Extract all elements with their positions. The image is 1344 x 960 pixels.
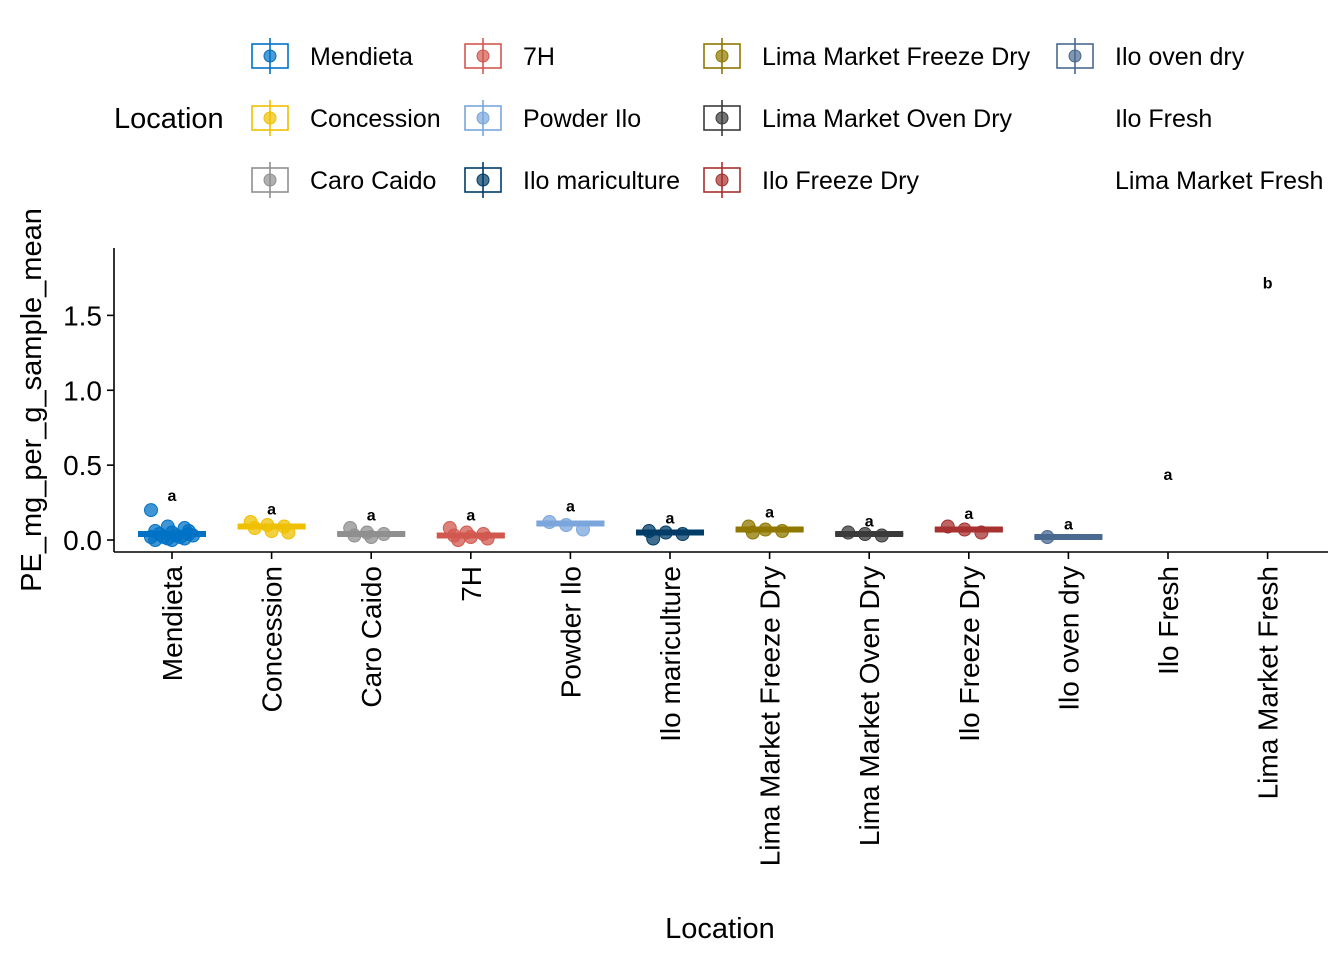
legend-item-ilo-fresh: Ilo Fresh xyxy=(1115,105,1212,133)
significance-label: a xyxy=(865,514,874,531)
legend-key xyxy=(1056,38,1094,74)
significance-label: a xyxy=(1164,467,1173,484)
legend-key-point xyxy=(263,49,277,63)
legend-label: Lima Market Oven Dry xyxy=(762,105,1013,133)
legend-key xyxy=(251,38,289,74)
legend-key xyxy=(703,38,741,74)
significance-label: a xyxy=(267,502,276,519)
x-tick-label: Concession xyxy=(257,566,288,712)
legend-label: Mendieta xyxy=(310,43,413,71)
significance-label: a xyxy=(666,511,675,528)
significance-label: a xyxy=(466,508,475,525)
legend-key xyxy=(703,162,741,198)
series-ilo-fresh: a xyxy=(1164,467,1173,484)
significance-label: a xyxy=(1064,517,1073,534)
x-tick-label: Caro Caido xyxy=(356,566,387,708)
y-tick-label: 0.5 xyxy=(63,450,102,481)
x-tick-label: Ilo Fresh xyxy=(1153,566,1184,675)
series-mendieta: a xyxy=(138,488,206,548)
series-ilo-oven-dry: a xyxy=(1034,517,1103,545)
series-lima-market-oven-dry: a xyxy=(835,514,904,543)
axes: PE_mg_per_g_sample_mean Location 0.0 0.5 1… xyxy=(16,208,1328,945)
series-lima-market-freeze-dry: a xyxy=(735,505,804,540)
x-tick-label: Lima Market Freeze Dry xyxy=(755,566,786,866)
legend-label: Ilo Fresh xyxy=(1115,105,1212,133)
significance-label: a xyxy=(964,506,973,523)
legend-key xyxy=(464,162,502,198)
legend-item-ilo-mariculture: Ilo mariculture xyxy=(464,162,680,198)
legend-label: Caro Caido xyxy=(310,167,436,195)
x-tick-label: Lima Market Fresh xyxy=(1253,566,1284,799)
legend-item-7h: 7H xyxy=(464,38,555,74)
significance-label: a xyxy=(566,499,575,516)
legend-label: 7H xyxy=(523,43,555,71)
legend-key xyxy=(464,100,502,136)
legend-item-ilo-oven-dry: Ilo oven dry xyxy=(1056,38,1245,74)
legend-label: Ilo Freeze Dry xyxy=(762,167,919,195)
legend-label: Ilo mariculture xyxy=(523,167,680,195)
x-axis-title: Location xyxy=(665,913,775,945)
legend-label: Ilo oven dry xyxy=(1115,43,1245,71)
legend-key-point xyxy=(715,49,729,63)
x-tick-label: Powder Ilo xyxy=(555,566,586,698)
legend-key-point xyxy=(476,111,490,125)
legend-label: Lima Market Freeze Dry xyxy=(762,43,1031,71)
y-axis-title: PE_mg_per_g_sample_mean xyxy=(16,208,48,592)
legend-item-ilo-freeze-dry: Ilo Freeze Dry xyxy=(703,162,919,198)
legend-item-concession: Concession xyxy=(251,100,441,136)
series-concession: a xyxy=(237,502,306,540)
x-tick-label: Ilo oven dry xyxy=(1053,566,1084,711)
series-ilo-mariculture: a xyxy=(636,511,704,546)
legend-item-lima-market-freeze-dry: Lima Market Freeze Dry xyxy=(703,38,1031,74)
series-ilo-freeze-dry: a xyxy=(934,506,1003,540)
y-tick-label: 1.5 xyxy=(63,300,102,331)
y-tick-label: 0.0 xyxy=(63,525,102,556)
significance-label: a xyxy=(765,505,774,522)
legend-title: Location xyxy=(114,103,224,135)
legend-label: Concession xyxy=(310,105,441,133)
significance-label: b xyxy=(1263,275,1273,292)
legend-key xyxy=(464,38,502,74)
x-tick-label: 7H xyxy=(456,566,487,602)
legend-label: Lima Market Fresh xyxy=(1115,167,1323,195)
legend-item-lima-market-fresh: Lima Market Fresh xyxy=(1115,167,1323,195)
legend-item-lima-market-oven-dry: Lima Market Oven Dry xyxy=(703,100,1013,136)
legend-label: Powder Ilo xyxy=(523,105,641,133)
x-tick-label: Ilo mariculture xyxy=(655,566,686,742)
legend-item-powder-ilo: Powder Ilo xyxy=(464,100,641,136)
significance-label: a xyxy=(168,488,177,505)
y-tick-label: 1.0 xyxy=(63,375,102,406)
series-7h: a xyxy=(436,508,505,548)
data-point xyxy=(144,503,158,518)
legend-item-caro-caido: Caro Caido xyxy=(251,162,436,198)
legend: Location Mendieta Concession Caro Caido 7H P… xyxy=(114,38,1323,198)
series-caro-caido: a xyxy=(337,508,406,545)
legend-key xyxy=(251,100,289,136)
legend-key-point xyxy=(476,49,490,63)
x-tick-label: Ilo Freeze Dry xyxy=(954,566,985,742)
x-tick-label: Lima Market Oven Dry xyxy=(854,566,885,846)
legend-key-point xyxy=(263,111,277,125)
series-powder-ilo: a xyxy=(536,499,605,537)
legend-key-point xyxy=(476,173,490,187)
legend-item-mendieta: Mendieta xyxy=(251,38,413,74)
legend-key-point xyxy=(263,173,277,187)
legend-key xyxy=(251,162,289,198)
legend-key-point xyxy=(1068,49,1082,63)
plot-area: a a a a a a a a a a a b xyxy=(138,275,1273,548)
legend-key xyxy=(703,100,741,136)
x-tick-label: Mendieta xyxy=(157,566,188,682)
series-lima-market-fresh: b xyxy=(1263,275,1273,292)
legend-key-point xyxy=(715,173,729,187)
legend-key-point xyxy=(715,111,729,125)
significance-label: a xyxy=(367,508,376,525)
